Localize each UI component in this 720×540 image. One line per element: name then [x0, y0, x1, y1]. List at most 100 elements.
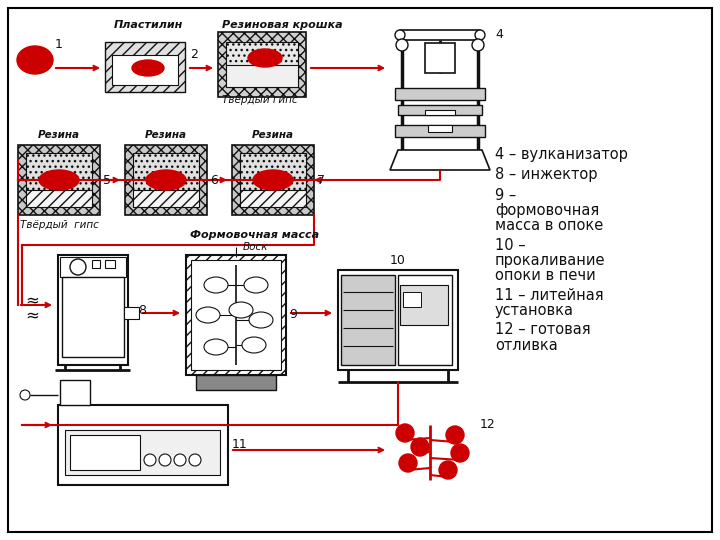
- Bar: [92, 260, 100, 268]
- Ellipse shape: [146, 170, 186, 190]
- Bar: [133, 190, 199, 207]
- Circle shape: [411, 438, 429, 456]
- Bar: [425, 110, 455, 115]
- Circle shape: [475, 30, 485, 40]
- Text: Формовочная масса: Формовочная масса: [190, 230, 320, 240]
- Ellipse shape: [253, 170, 293, 190]
- Text: масса в опоке: масса в опоке: [495, 218, 603, 233]
- Bar: [186, 255, 286, 375]
- Circle shape: [70, 259, 86, 275]
- Text: 9: 9: [289, 308, 297, 321]
- Ellipse shape: [249, 312, 273, 328]
- Circle shape: [451, 444, 469, 462]
- Text: 8 – инжектор: 8 – инжектор: [495, 167, 598, 183]
- Text: прокаливание: прокаливание: [495, 253, 606, 267]
- Bar: [240, 153, 306, 190]
- Text: 4: 4: [495, 29, 503, 42]
- Text: 10: 10: [390, 253, 406, 267]
- Bar: [60, 257, 126, 277]
- Bar: [398, 275, 452, 365]
- Bar: [398, 105, 482, 115]
- Text: Твёрдый гипс: Твёрдый гипс: [222, 95, 298, 105]
- Ellipse shape: [248, 49, 282, 67]
- Text: Резиновая крошка: Резиновая крошка: [222, 20, 342, 30]
- Ellipse shape: [204, 339, 228, 355]
- Ellipse shape: [17, 46, 53, 74]
- Text: 12 – готовая: 12 – готовая: [495, 322, 590, 338]
- Circle shape: [396, 39, 408, 51]
- Text: Воск: Воск: [242, 242, 268, 252]
- Text: установка: установка: [495, 302, 574, 318]
- Bar: [112, 55, 178, 85]
- Bar: [26, 153, 92, 190]
- Bar: [58, 405, 228, 485]
- Bar: [425, 43, 455, 73]
- Circle shape: [20, 390, 30, 400]
- Circle shape: [472, 39, 484, 51]
- Text: 9 –: 9 –: [495, 187, 516, 202]
- Circle shape: [174, 454, 186, 466]
- Circle shape: [439, 461, 457, 479]
- Text: отливка: отливка: [495, 338, 558, 353]
- Text: 11 – литейная: 11 – литейная: [495, 287, 603, 302]
- Bar: [124, 307, 139, 319]
- Text: ≈: ≈: [25, 306, 39, 324]
- Bar: [400, 30, 480, 40]
- Bar: [226, 65, 298, 87]
- Ellipse shape: [132, 60, 164, 76]
- Text: формовочная: формовочная: [495, 202, 599, 218]
- Text: 8: 8: [138, 303, 146, 316]
- Bar: [338, 270, 458, 370]
- Bar: [26, 190, 92, 207]
- Bar: [191, 260, 281, 370]
- Text: 5: 5: [103, 173, 111, 186]
- Text: Резина: Резина: [252, 130, 294, 140]
- Bar: [70, 435, 140, 470]
- Circle shape: [396, 424, 414, 442]
- Text: 10 –: 10 –: [495, 238, 526, 253]
- Ellipse shape: [39, 170, 79, 190]
- Bar: [402, 292, 420, 307]
- Text: ≈: ≈: [25, 291, 39, 309]
- Bar: [105, 42, 185, 92]
- Bar: [60, 380, 90, 405]
- Bar: [232, 145, 314, 215]
- Circle shape: [399, 454, 417, 472]
- Circle shape: [395, 30, 405, 40]
- Ellipse shape: [229, 302, 253, 318]
- Circle shape: [159, 454, 171, 466]
- Circle shape: [446, 426, 464, 444]
- Ellipse shape: [204, 277, 228, 293]
- Ellipse shape: [196, 307, 220, 323]
- Text: 4 – вулканизатор: 4 – вулканизатор: [495, 147, 628, 163]
- Bar: [226, 42, 298, 87]
- Text: Резина: Резина: [38, 130, 80, 140]
- Circle shape: [189, 454, 201, 466]
- Ellipse shape: [244, 277, 268, 293]
- Bar: [395, 125, 485, 137]
- Text: 1: 1: [55, 38, 63, 51]
- Text: 6: 6: [210, 173, 218, 186]
- Text: 11: 11: [232, 438, 248, 451]
- Bar: [18, 145, 100, 215]
- Text: 12: 12: [480, 418, 496, 431]
- Bar: [395, 88, 485, 100]
- Bar: [341, 275, 395, 365]
- Ellipse shape: [242, 337, 266, 353]
- Text: Пластилин: Пластилин: [113, 20, 183, 30]
- Bar: [125, 145, 207, 215]
- Text: опоки в печи: опоки в печи: [495, 267, 595, 282]
- Bar: [400, 285, 449, 325]
- Bar: [105, 260, 115, 268]
- Text: Твёрдый  гипс: Твёрдый гипс: [19, 220, 99, 230]
- Bar: [133, 153, 199, 190]
- Bar: [240, 190, 306, 207]
- Bar: [65, 430, 220, 475]
- Bar: [218, 32, 306, 97]
- Text: Резина: Резина: [145, 130, 187, 140]
- Bar: [428, 125, 452, 132]
- Text: 2: 2: [190, 49, 198, 62]
- Polygon shape: [390, 150, 490, 170]
- Bar: [196, 375, 276, 390]
- Text: 7: 7: [317, 173, 325, 186]
